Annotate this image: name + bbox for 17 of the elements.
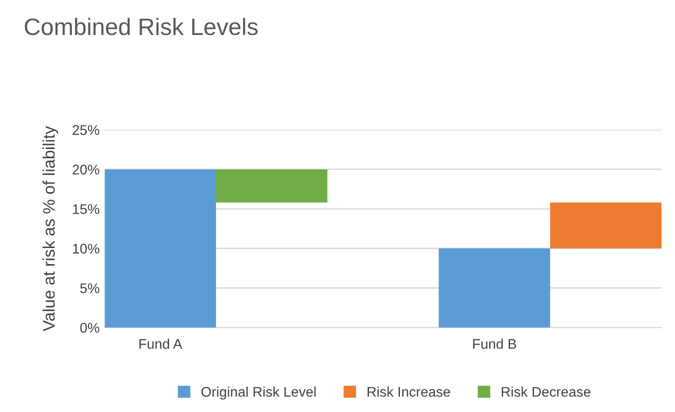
y-axis-title: Value at risk as % of liability — [42, 126, 58, 332]
y-tick-label: 25% — [72, 125, 100, 135]
y-tick-label: 20% — [72, 164, 100, 174]
legend-label: Original Risk Level — [201, 386, 316, 400]
y-tick-label: 15% — [73, 204, 100, 214]
y-tick-label: 0% — [80, 322, 100, 333]
x-tick-label: Fund B — [473, 338, 516, 349]
chart-title: Combined Risk Levels — [24, 18, 258, 36]
bar — [216, 169, 328, 203]
legend-label: Risk Decrease — [502, 386, 590, 397]
x-tick-label: Fund A — [139, 338, 182, 349]
y-tick-label: 10% — [73, 244, 100, 254]
legend-label: Risk Increase — [368, 386, 450, 397]
bar — [104, 169, 216, 328]
bar — [438, 248, 550, 328]
y-tick-label: 5% — [80, 283, 100, 294]
bar — [550, 202, 662, 248]
